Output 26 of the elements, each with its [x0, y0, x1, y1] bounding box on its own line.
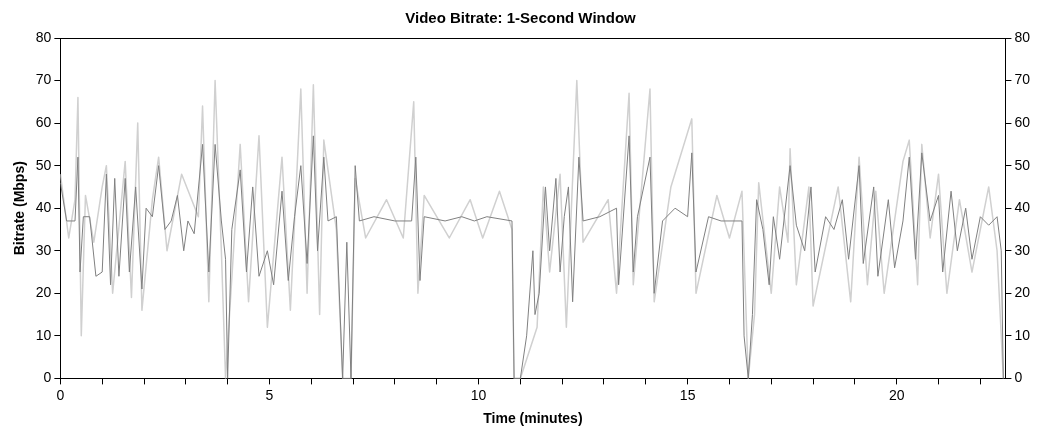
- y-tick-label: 50: [35, 156, 52, 173]
- x-tick-label: 5: [265, 386, 274, 403]
- y-tick-label: 80: [35, 28, 52, 45]
- y-tick-label: 30: [35, 241, 52, 258]
- y-tick-label: 20: [35, 284, 52, 301]
- y2-tick-label: 50: [1014, 156, 1031, 173]
- y2-tick-label: 10: [1014, 326, 1031, 343]
- y-axis-title: Bitrate (Mbps): [11, 161, 28, 256]
- chart-title: Video Bitrate: 1-Second Window: [405, 9, 637, 27]
- y2-tick-label: 30: [1014, 241, 1031, 258]
- y2-tick-label: 80: [1014, 28, 1031, 45]
- x-tick-label: 20: [888, 386, 905, 403]
- x-tick-label: 15: [679, 386, 696, 403]
- y2-tick-label: 0: [1014, 369, 1023, 386]
- y-tick-label: 0: [43, 369, 52, 386]
- x-axis-title: Time (minutes): [483, 410, 583, 427]
- y2-tick-label: 40: [1014, 199, 1031, 216]
- y2-tick-label: 20: [1014, 284, 1031, 301]
- x-tick-label: 10: [470, 386, 487, 403]
- y-tick-label: 10: [35, 326, 52, 343]
- y2-tick-label: 60: [1014, 113, 1031, 130]
- y-tick-label: 60: [35, 113, 52, 130]
- y2-tick-label: 70: [1014, 71, 1031, 88]
- y-tick-label: 70: [35, 71, 52, 88]
- y-tick-label: 40: [35, 199, 52, 216]
- x-tick-label: 0: [56, 386, 65, 403]
